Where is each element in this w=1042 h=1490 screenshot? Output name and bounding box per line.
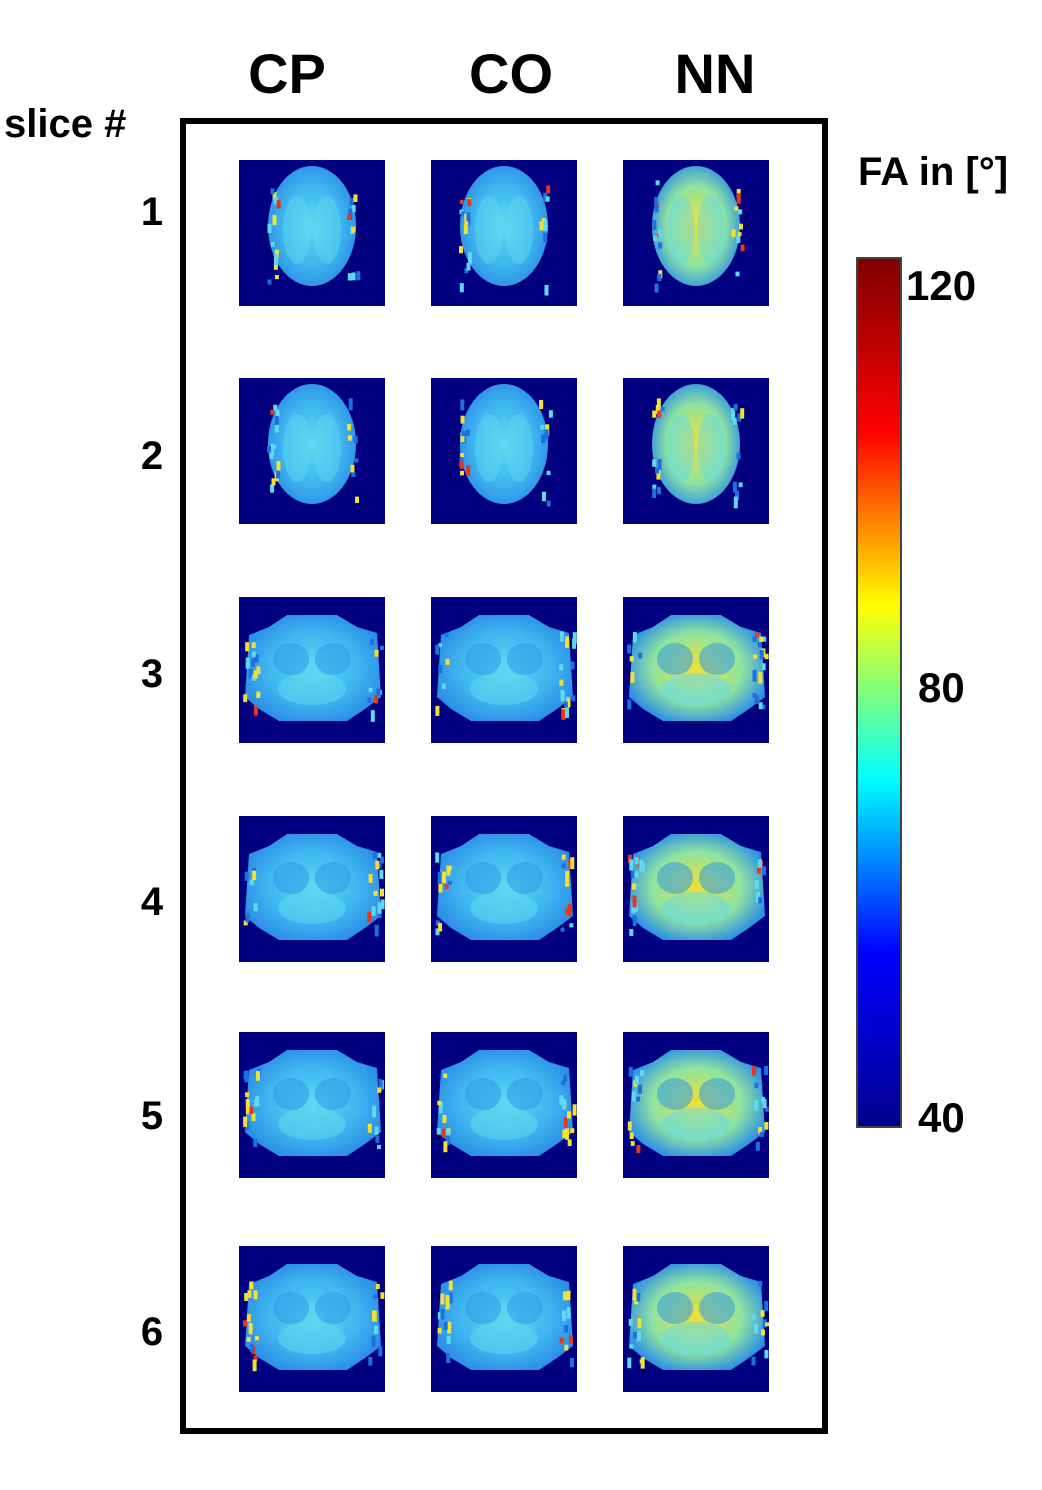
fa-map-slice-4-co (431, 816, 577, 962)
column-title-co: CO (469, 42, 553, 105)
colorbar (856, 257, 902, 1128)
colorbar-title: FA in [°] (858, 150, 1009, 194)
fa-map-slice-5-nn (623, 1032, 769, 1178)
fa-map-slice-6-nn (623, 1246, 769, 1392)
fa-map-slice-5-co (431, 1032, 577, 1178)
row-label-1: 1 (140, 190, 164, 234)
row-label-6: 6 (140, 1310, 164, 1354)
colorbar-tick-80: 80 (918, 664, 965, 711)
fa-map-slice-3-co (431, 597, 577, 743)
fa-map-slice-4-cp (239, 816, 385, 962)
fa-map-slice-3-cp (239, 597, 385, 743)
row-label-5: 5 (140, 1094, 164, 1138)
fa-map-slice-4-nn (623, 816, 769, 962)
slice-number-header: slice # (4, 102, 127, 146)
row-label-3: 3 (140, 652, 164, 696)
fa-map-slice-2-cp (239, 378, 385, 524)
image-grid-frame (180, 118, 828, 1434)
fa-map-slice-2-co (431, 378, 577, 524)
fa-map-slice-5-cp (239, 1032, 385, 1178)
row-label-4: 4 (140, 880, 164, 924)
fa-map-slice-6-co (431, 1246, 577, 1392)
fa-map-slice-2-nn (623, 378, 769, 524)
row-label-2: 2 (140, 434, 164, 478)
fa-map-slice-3-nn (623, 597, 769, 743)
fa-map-slice-1-co (431, 160, 577, 306)
colorbar-tick-40: 40 (918, 1094, 965, 1141)
fa-map-slice-1-nn (623, 160, 769, 306)
fa-map-slice-1-cp (239, 160, 385, 306)
column-title-cp: CP (248, 42, 326, 105)
fa-map-slice-6-cp (239, 1246, 385, 1392)
colorbar-tick-120: 120 (906, 262, 977, 309)
column-title-nn: NN (674, 42, 756, 105)
